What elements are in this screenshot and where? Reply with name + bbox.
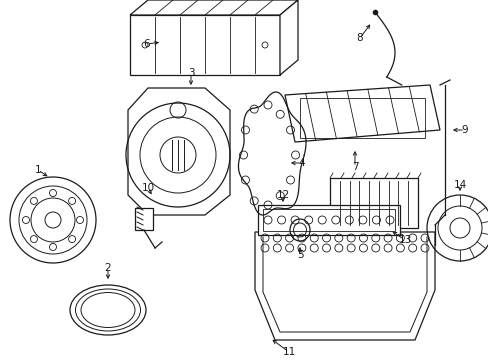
Bar	[263, 209, 394, 231]
Polygon shape	[254, 232, 434, 340]
Text: 11: 11	[282, 347, 295, 357]
Text: 5: 5	[296, 250, 303, 260]
Polygon shape	[130, 0, 297, 15]
Bar	[130, 15, 280, 75]
Text: 10: 10	[141, 183, 154, 193]
Text: 6: 6	[143, 39, 150, 49]
Text: 2: 2	[104, 263, 111, 273]
Text: 7: 7	[351, 162, 358, 172]
Text: 9: 9	[461, 125, 468, 135]
Text: 1: 1	[35, 165, 41, 175]
Polygon shape	[128, 88, 229, 215]
Text: 8: 8	[356, 33, 363, 43]
Text: 3: 3	[187, 68, 194, 78]
Bar	[258, 205, 399, 235]
Bar	[135, 208, 153, 230]
Text: 12: 12	[276, 190, 289, 200]
Bar	[329, 178, 417, 228]
Text: 13: 13	[398, 235, 411, 245]
Text: 4: 4	[298, 158, 305, 168]
Text: 14: 14	[452, 180, 466, 190]
Polygon shape	[285, 85, 439, 142]
Polygon shape	[280, 0, 297, 75]
